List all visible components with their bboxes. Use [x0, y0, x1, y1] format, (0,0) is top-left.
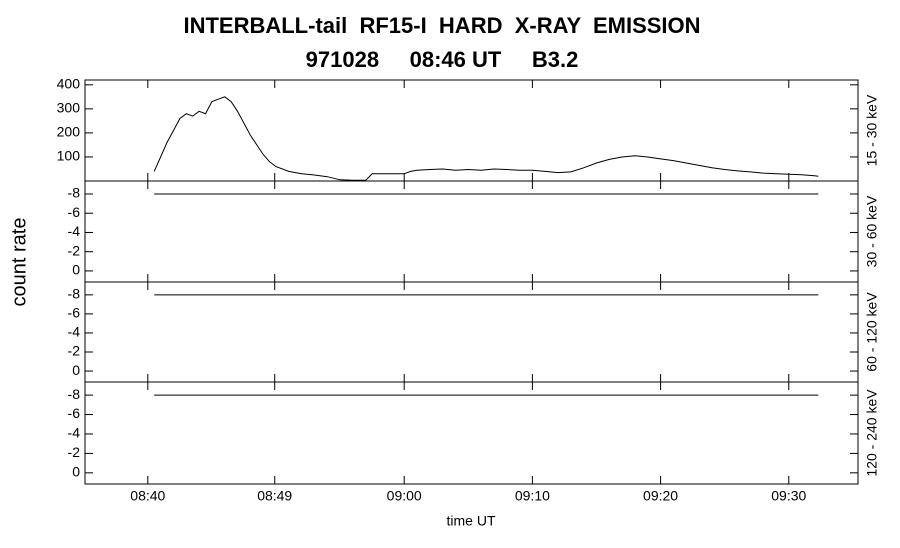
x-tick-label: 09:20 [643, 488, 678, 504]
y-tick-label: -8 [68, 386, 81, 402]
y-tick-label: 0 [72, 262, 80, 278]
panel-frame [84, 381, 859, 485]
y-tick-label: -4 [68, 425, 81, 441]
y-tick-label: 400 [57, 76, 81, 92]
y-tick-label: 100 [57, 148, 81, 164]
x-tick-label: 09:30 [771, 488, 806, 504]
panel-label: 15 - 30 keV [864, 94, 880, 166]
y-tick-label: -2 [68, 242, 81, 258]
x-tick-label: 09:00 [387, 488, 422, 504]
x-axis-label: time UT [447, 513, 496, 529]
y-tick-label: 300 [57, 100, 81, 116]
y-tick-label: -4 [68, 324, 81, 340]
panel-frame [84, 281, 859, 383]
y-tick-label: 0 [72, 464, 80, 480]
y-axis-label: count rate [8, 218, 30, 307]
y-tick-label: 200 [57, 124, 81, 140]
x-tick-label: 08:49 [257, 488, 292, 504]
x-tick-label: 09:10 [515, 488, 550, 504]
y-tick-label: -4 [68, 223, 81, 239]
chart-subtitle: 971028 08:46 UT B3.2 [306, 47, 579, 72]
y-tick-label: -6 [68, 204, 81, 220]
y-tick-label: -8 [68, 286, 81, 302]
data-line [153, 96, 819, 181]
y-tick-label: -2 [68, 343, 81, 359]
y-tick-label: -6 [68, 405, 81, 421]
chart-title: INTERBALL-tail RF15-I HARD X-RAY EMISSIO… [183, 13, 700, 38]
y-tick-label: -2 [68, 444, 81, 460]
y-tick-label: -6 [68, 305, 81, 321]
panel-label: 30 - 60 keV [864, 195, 880, 267]
panel-frame [84, 180, 859, 283]
y-tick-label: 0 [72, 362, 80, 378]
y-tick-label: -8 [68, 185, 81, 201]
panel-label: 120 - 240 keV [864, 389, 880, 477]
panel-frame [84, 79, 859, 182]
x-tick-label: 08:40 [130, 488, 165, 504]
panel-label: 60 - 120 keV [864, 292, 880, 372]
